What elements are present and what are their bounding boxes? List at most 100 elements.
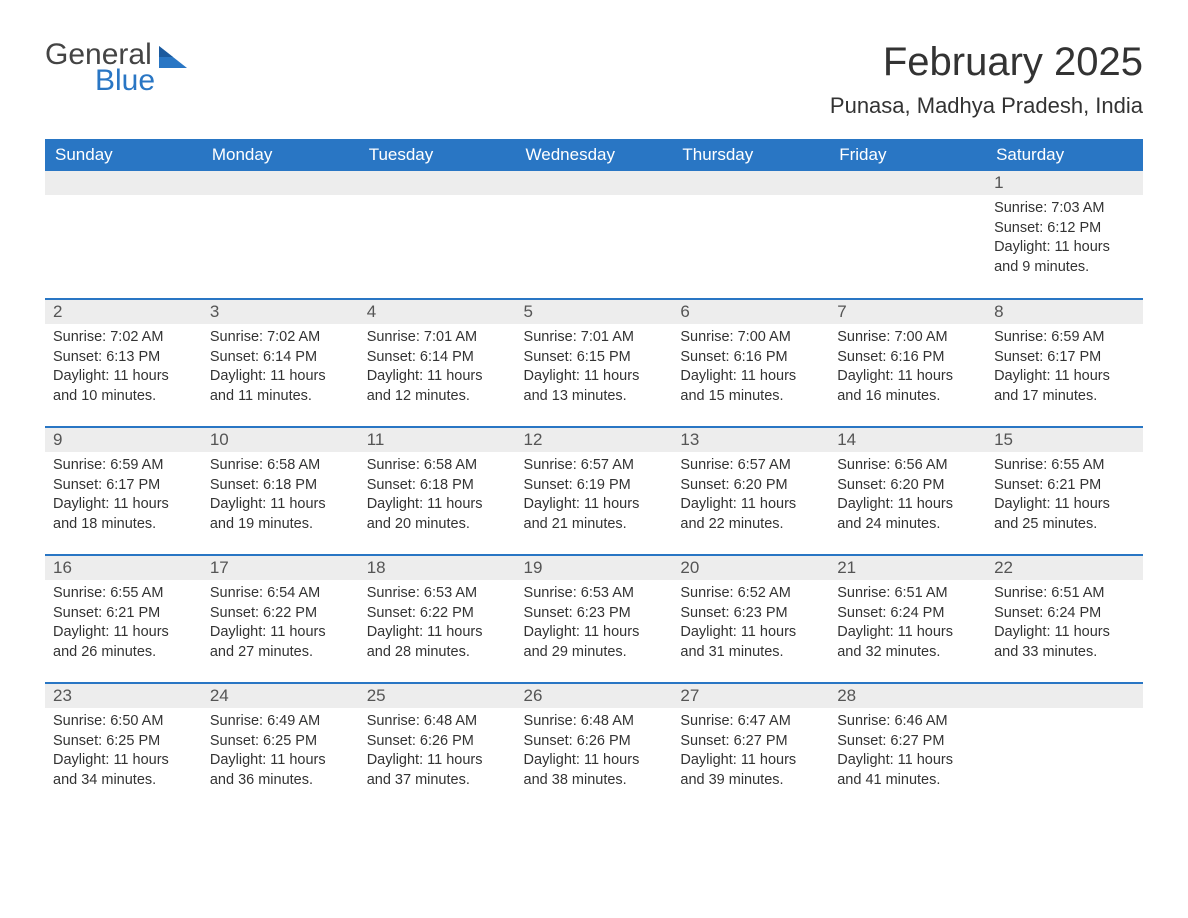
weekday-header: Thursday [672,139,829,171]
day-sunrise: Sunrise: 6:46 AM [837,712,978,732]
calendar-cell: 2Sunrise: 7:02 AMSunset: 6:13 PMDaylight… [45,299,202,427]
calendar-week: 16Sunrise: 6:55 AMSunset: 6:21 PMDayligh… [45,555,1143,683]
day-sunset: Sunset: 6:12 PM [994,219,1135,239]
day-daylight: Daylight: 11 hours and 18 minutes. [53,495,194,534]
day-sunset: Sunset: 6:18 PM [367,476,508,496]
location: Punasa, Madhya Pradesh, India [830,93,1143,119]
day-daylight: Daylight: 11 hours and 9 minutes. [994,238,1135,277]
day-daylight: Daylight: 11 hours and 31 minutes. [680,623,821,662]
day-number: 26 [516,684,673,708]
day-daylight: Daylight: 11 hours and 33 minutes. [994,623,1135,662]
day-details: Sunrise: 6:55 AMSunset: 6:21 PMDaylight:… [45,580,202,672]
day-number: 25 [359,684,516,708]
day-details: Sunrise: 6:46 AMSunset: 6:27 PMDaylight:… [829,708,986,800]
day-number: 4 [359,300,516,324]
calendar-week: 1Sunrise: 7:03 AMSunset: 6:12 PMDaylight… [45,171,1143,299]
day-details: Sunrise: 6:57 AMSunset: 6:20 PMDaylight:… [672,452,829,544]
logo-line2: Blue [95,66,155,96]
day-number: 11 [359,428,516,452]
calendar-cell [359,171,516,299]
day-details: Sunrise: 6:48 AMSunset: 6:26 PMDaylight:… [359,708,516,800]
day-sunset: Sunset: 6:26 PM [367,732,508,752]
day-daylight: Daylight: 11 hours and 13 minutes. [524,367,665,406]
day-sunrise: Sunrise: 6:59 AM [994,328,1135,348]
day-details: Sunrise: 6:50 AMSunset: 6:25 PMDaylight:… [45,708,202,800]
day-number: 27 [672,684,829,708]
day-sunset: Sunset: 6:21 PM [53,604,194,624]
day-details: Sunrise: 7:02 AMSunset: 6:14 PMDaylight:… [202,324,359,416]
day-sunrise: Sunrise: 6:57 AM [680,456,821,476]
title-block: February 2025 Punasa, Madhya Pradesh, In… [830,40,1143,119]
day-number: 24 [202,684,359,708]
calendar-week: 9Sunrise: 6:59 AMSunset: 6:17 PMDaylight… [45,427,1143,555]
day-sunset: Sunset: 6:26 PM [524,732,665,752]
day-number: 7 [829,300,986,324]
day-daylight: Daylight: 11 hours and 34 minutes. [53,751,194,790]
calendar-cell: 11Sunrise: 6:58 AMSunset: 6:18 PMDayligh… [359,427,516,555]
day-details: Sunrise: 6:58 AMSunset: 6:18 PMDaylight:… [359,452,516,544]
day-daylight: Daylight: 11 hours and 29 minutes. [524,623,665,662]
day-daylight: Daylight: 11 hours and 27 minutes. [210,623,351,662]
day-daylight: Daylight: 11 hours and 38 minutes. [524,751,665,790]
day-details: Sunrise: 6:51 AMSunset: 6:24 PMDaylight:… [829,580,986,672]
day-number: 19 [516,556,673,580]
calendar-cell: 1Sunrise: 7:03 AMSunset: 6:12 PMDaylight… [986,171,1143,299]
calendar-body: 1Sunrise: 7:03 AMSunset: 6:12 PMDaylight… [45,171,1143,811]
calendar-cell [829,171,986,299]
day-sunset: Sunset: 6:27 PM [680,732,821,752]
calendar-cell: 28Sunrise: 6:46 AMSunset: 6:27 PMDayligh… [829,683,986,811]
calendar-cell: 16Sunrise: 6:55 AMSunset: 6:21 PMDayligh… [45,555,202,683]
day-details: Sunrise: 6:47 AMSunset: 6:27 PMDaylight:… [672,708,829,800]
header: General Blue February 2025 Punasa, Madhy… [45,40,1143,119]
day-sunrise: Sunrise: 6:54 AM [210,584,351,604]
day-details: Sunrise: 7:00 AMSunset: 6:16 PMDaylight:… [672,324,829,416]
day-daylight: Daylight: 11 hours and 16 minutes. [837,367,978,406]
logo-triangle-icon [159,46,187,68]
day-sunrise: Sunrise: 7:02 AM [210,328,351,348]
day-daylight: Daylight: 11 hours and 17 minutes. [994,367,1135,406]
weekday-header: Monday [202,139,359,171]
calendar-cell: 9Sunrise: 6:59 AMSunset: 6:17 PMDaylight… [45,427,202,555]
day-sunset: Sunset: 6:16 PM [837,348,978,368]
calendar-cell: 12Sunrise: 6:57 AMSunset: 6:19 PMDayligh… [516,427,673,555]
day-number: 9 [45,428,202,452]
day-details: Sunrise: 6:48 AMSunset: 6:26 PMDaylight:… [516,708,673,800]
day-sunrise: Sunrise: 7:03 AM [994,199,1135,219]
calendar-cell [986,683,1143,811]
day-details: Sunrise: 6:52 AMSunset: 6:23 PMDaylight:… [672,580,829,672]
day-sunrise: Sunrise: 7:02 AM [53,328,194,348]
calendar-cell: 10Sunrise: 6:58 AMSunset: 6:18 PMDayligh… [202,427,359,555]
calendar-cell [202,171,359,299]
day-number: 2 [45,300,202,324]
day-sunset: Sunset: 6:14 PM [367,348,508,368]
day-daylight: Daylight: 11 hours and 39 minutes. [680,751,821,790]
day-sunrise: Sunrise: 7:01 AM [524,328,665,348]
day-sunset: Sunset: 6:22 PM [210,604,351,624]
day-sunrise: Sunrise: 6:58 AM [210,456,351,476]
day-daylight: Daylight: 11 hours and 37 minutes. [367,751,508,790]
calendar-week: 2Sunrise: 7:02 AMSunset: 6:13 PMDaylight… [45,299,1143,427]
day-number: 12 [516,428,673,452]
calendar-cell: 13Sunrise: 6:57 AMSunset: 6:20 PMDayligh… [672,427,829,555]
day-sunrise: Sunrise: 6:53 AM [367,584,508,604]
day-number: 17 [202,556,359,580]
day-details: Sunrise: 6:56 AMSunset: 6:20 PMDaylight:… [829,452,986,544]
day-daylight: Daylight: 11 hours and 19 minutes. [210,495,351,534]
day-number: 13 [672,428,829,452]
calendar-cell [516,171,673,299]
day-sunset: Sunset: 6:24 PM [994,604,1135,624]
weekday-header: Sunday [45,139,202,171]
calendar-cell: 20Sunrise: 6:52 AMSunset: 6:23 PMDayligh… [672,555,829,683]
weekday-header: Friday [829,139,986,171]
logo: General Blue [45,40,187,96]
day-details: Sunrise: 6:49 AMSunset: 6:25 PMDaylight:… [202,708,359,800]
calendar-cell: 25Sunrise: 6:48 AMSunset: 6:26 PMDayligh… [359,683,516,811]
day-details: Sunrise: 6:59 AMSunset: 6:17 PMDaylight:… [45,452,202,544]
day-sunrise: Sunrise: 7:01 AM [367,328,508,348]
day-sunrise: Sunrise: 6:59 AM [53,456,194,476]
day-sunset: Sunset: 6:13 PM [53,348,194,368]
day-sunset: Sunset: 6:17 PM [994,348,1135,368]
calendar-cell: 3Sunrise: 7:02 AMSunset: 6:14 PMDaylight… [202,299,359,427]
day-sunset: Sunset: 6:18 PM [210,476,351,496]
day-details: Sunrise: 6:57 AMSunset: 6:19 PMDaylight:… [516,452,673,544]
